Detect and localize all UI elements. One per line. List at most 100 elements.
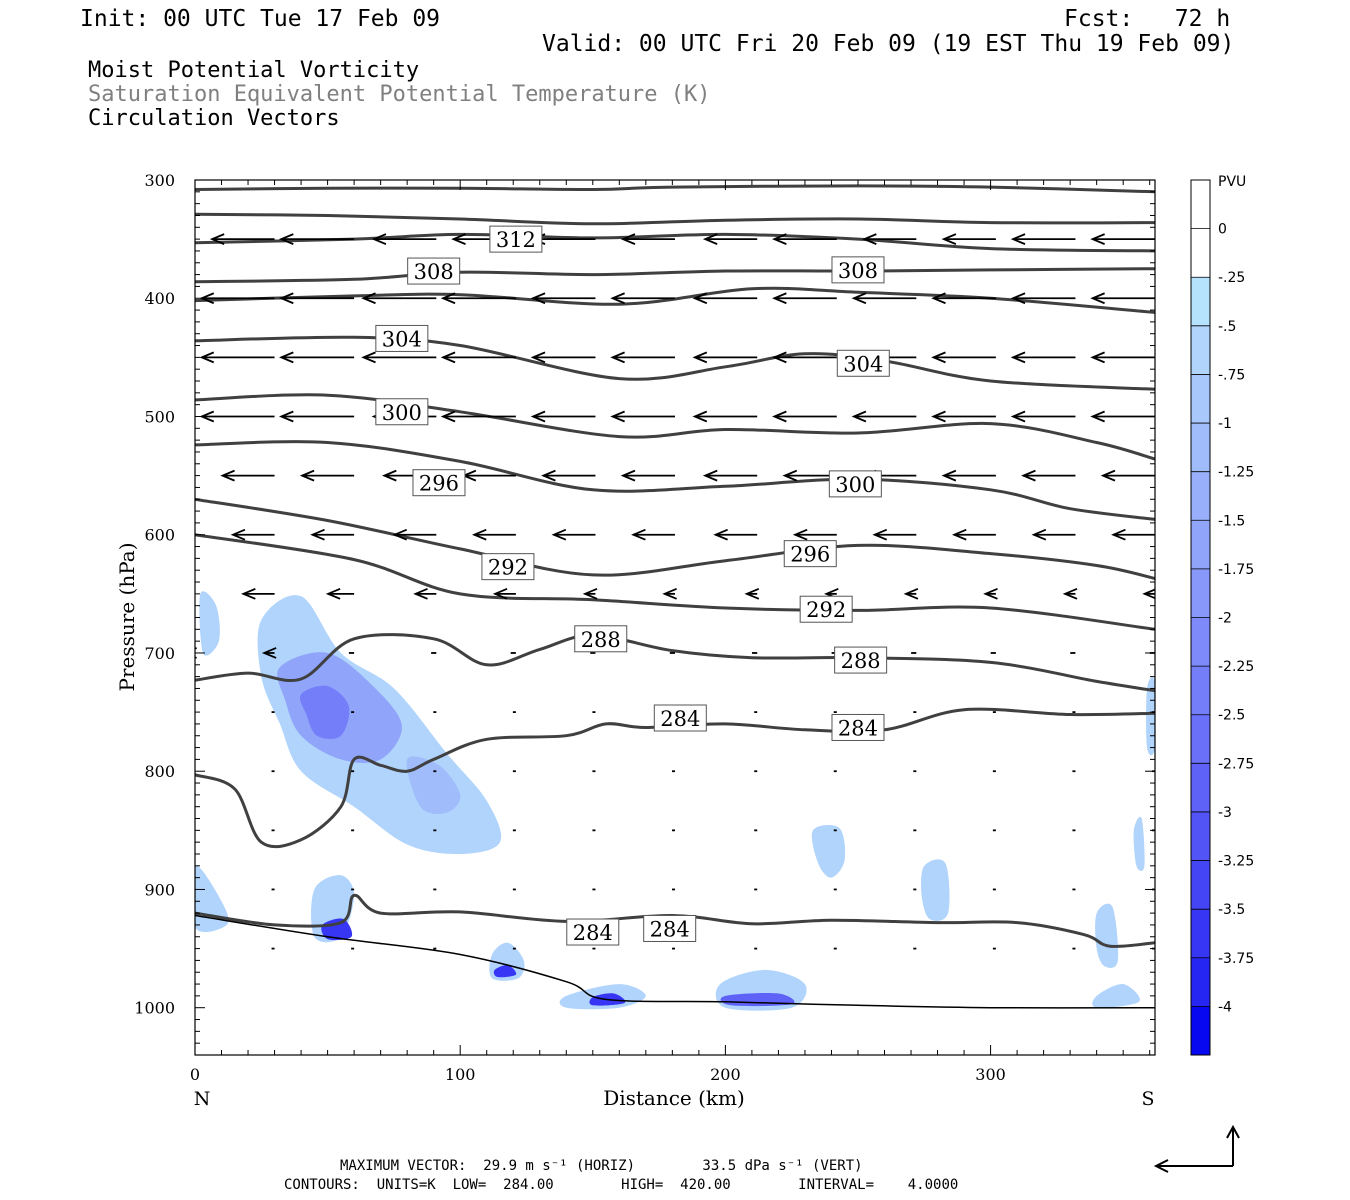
contour-label: 296: [783, 540, 837, 568]
circulation-vector: [164, 589, 195, 599]
circulation-vector: [230, 528, 275, 541]
north-label: N: [194, 1088, 211, 1110]
svg-text:296: 296: [419, 472, 459, 496]
title-vectors: Circulation Vectors: [88, 106, 340, 131]
circulation-vector: [941, 469, 996, 482]
colorbar-tick-label: 0: [1218, 222, 1227, 238]
circulation-vector: [278, 292, 355, 305]
colorbar-bin: [1191, 520, 1210, 570]
svg-text:284: 284: [660, 707, 700, 731]
x-tick-label: 0: [190, 1065, 200, 1084]
circulation-vector: [872, 528, 917, 541]
circulation-vector: [861, 233, 917, 245]
circulation-vector: [471, 528, 516, 541]
colorbar-tick-label: -.75: [1218, 367, 1245, 383]
circulation-vector: [744, 588, 760, 600]
circulation-vector: [931, 351, 996, 364]
colorbar-tick-label: -2.75: [1218, 756, 1254, 772]
contour-info-note: CONTOURS: UNITS=K LOW= 284.00 HIGH= 420.…: [284, 1177, 959, 1193]
colorbar-tick-label: -2.5: [1218, 708, 1245, 724]
circulation-vector: [692, 292, 758, 305]
circulation-vector: [772, 233, 837, 245]
circulation-vector: [931, 410, 996, 423]
svg-text:284: 284: [573, 921, 613, 945]
circulation-vector: [278, 233, 355, 245]
surface-terrain-line: [195, 914, 1155, 1009]
init-time: Init: 00 UTC Tue 17 Feb 09: [80, 6, 441, 32]
theta-e-contour-c3: [195, 232, 1155, 253]
svg-text:304: 304: [382, 327, 422, 351]
y-tick-label: 900: [144, 880, 175, 899]
svg-text:292: 292: [806, 598, 846, 622]
circulation-vector: [1090, 351, 1155, 364]
circulation-vector: [530, 410, 596, 423]
mpv-region-3: [406, 756, 461, 814]
south-label: S: [1141, 1088, 1154, 1110]
colorbar-bin: [1191, 325, 1210, 375]
y-tick-label: 700: [144, 644, 175, 663]
mpv-region-2: [300, 685, 350, 739]
y-tick-label: 600: [144, 526, 175, 545]
colorbar-bin: [1191, 568, 1210, 618]
svg-text:300: 300: [835, 473, 875, 497]
svg-text:308: 308: [414, 260, 454, 284]
y-tick-label: 1000: [134, 999, 175, 1018]
circulation-vector: [371, 233, 437, 245]
theta-e-contour-c12: [195, 707, 1155, 849]
svg-text:300: 300: [382, 401, 422, 425]
mpv-region-5: [195, 865, 229, 933]
circulation-vector: [492, 588, 516, 600]
colorbar-tick-label: -1.5: [1218, 513, 1245, 529]
circulation-vector: [772, 292, 837, 305]
circulation-vector: [440, 292, 516, 305]
colorbar-tick-label: -3.75: [1218, 951, 1254, 967]
circulation-vector: [199, 351, 275, 364]
colorbar-tick-label: -1.75: [1218, 562, 1254, 578]
svg-text:288: 288: [581, 628, 621, 652]
theta-e-contour-c2: [195, 212, 1155, 226]
circulation-vector: [702, 469, 758, 482]
mpv-region-4: [199, 591, 220, 656]
circulation-vector: [620, 233, 675, 245]
contour-label: 300: [828, 470, 882, 498]
circulation-vector: [610, 292, 675, 305]
circulation-vector: [1062, 588, 1078, 600]
contour-label: 304: [375, 324, 429, 352]
mpv-region-16: [1092, 984, 1140, 1008]
valid-time: Valid: 00 UTC Fri 20 Feb 09 (19 EST Thu …: [542, 31, 1235, 57]
colorbar-bin: [1191, 1006, 1210, 1056]
colorbar-bin: [1191, 666, 1210, 716]
circulation-vector: [1021, 469, 1076, 482]
circulation-vector: [903, 588, 919, 600]
contour-label: 308: [407, 257, 461, 285]
theta-e-contour-c9: [195, 497, 1155, 580]
circulation-vector: [278, 351, 355, 364]
circulation-vector: [530, 233, 596, 245]
colorbar-bin: [1191, 277, 1210, 327]
mpv-region-9: [493, 964, 517, 978]
mpv-region-14: [811, 824, 846, 878]
x-tick-label: 300: [975, 1065, 1006, 1084]
colorbar-bin: [1191, 180, 1210, 229]
colorbar-tick-label: -4: [1218, 999, 1232, 1015]
max-vector-note: MAXIMUM VECTOR: 29.9 m s⁻¹ (HORIZ) 33.5 …: [340, 1158, 863, 1174]
colorbar-tick-label: -1: [1218, 416, 1232, 432]
circulation-vector: [713, 528, 758, 541]
circulation-vector: [122, 352, 195, 362]
circulation-vector: [772, 351, 837, 364]
circulation-vector: [440, 351, 516, 364]
circulation-vector: [931, 292, 996, 305]
mpv-region-15: [921, 859, 950, 921]
theta-e-contour-c7: [195, 393, 1155, 461]
circulation-vector: [220, 469, 275, 482]
contour-label: 288: [834, 646, 888, 674]
colorbar-bin: [1191, 957, 1210, 1007]
colorbar-bin: [1191, 228, 1210, 278]
colorbar-bin: [1191, 471, 1210, 521]
circulation-vector: [361, 292, 437, 305]
theta-e-contour-c6: [195, 335, 1155, 391]
svg-text:292: 292: [488, 556, 528, 580]
circulation-vector: [361, 351, 437, 364]
y-tick-label: 300: [144, 171, 175, 190]
circulation-vector: [413, 588, 437, 600]
